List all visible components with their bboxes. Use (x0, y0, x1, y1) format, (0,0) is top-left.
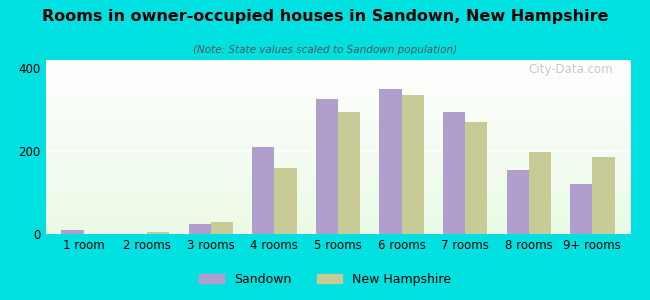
Bar (148, 232, 170, 234)
Text: Rooms in owner-occupied houses in Sandown, New Hampshire: Rooms in owner-occupied houses in Sandow… (42, 9, 608, 24)
Bar (380, 89, 402, 234)
Bar (528, 152, 551, 234)
Bar (274, 168, 296, 234)
Bar (402, 95, 424, 234)
Bar (506, 170, 528, 234)
Legend: Sandown, New Hampshire: Sandown, New Hampshire (194, 268, 456, 291)
Bar (61, 230, 84, 234)
Bar (592, 158, 615, 234)
Bar (443, 112, 465, 234)
Bar (338, 112, 360, 234)
Bar (570, 184, 592, 234)
Text: City-Data.com: City-Data.com (528, 64, 613, 76)
Bar (252, 147, 274, 234)
Bar (188, 224, 211, 234)
Bar (211, 222, 233, 234)
Bar (465, 122, 488, 234)
Bar (316, 99, 338, 234)
Text: (Note: State values scaled to Sandown population): (Note: State values scaled to Sandown po… (193, 45, 457, 55)
